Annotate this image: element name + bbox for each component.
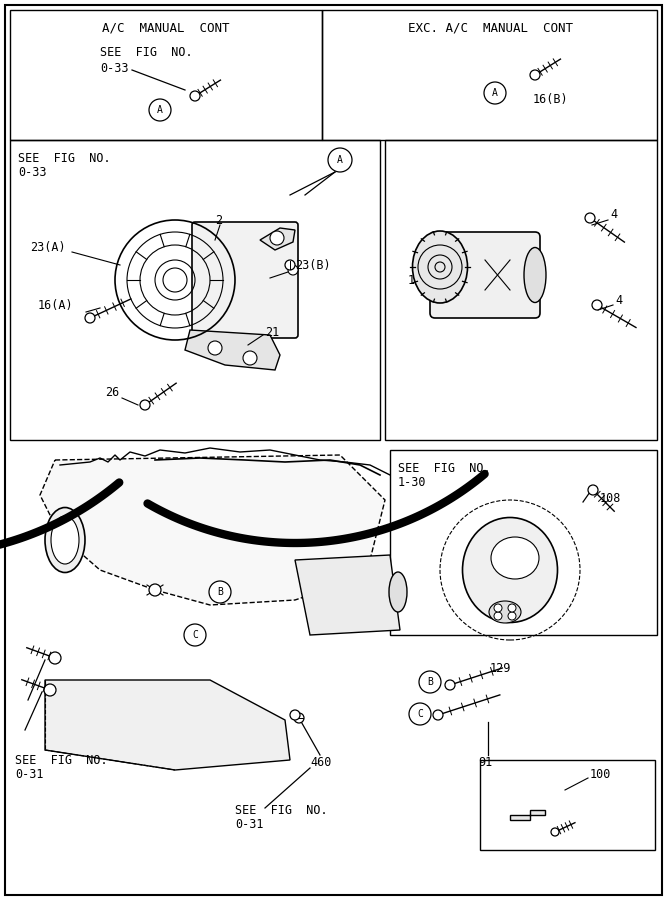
Polygon shape: [40, 455, 385, 605]
Circle shape: [494, 604, 502, 612]
Circle shape: [149, 584, 161, 596]
Circle shape: [419, 671, 441, 693]
Text: 1-30: 1-30: [398, 476, 426, 490]
Circle shape: [508, 612, 516, 620]
Circle shape: [588, 485, 598, 495]
Polygon shape: [45, 680, 290, 770]
Text: SEE  FIG  NO.: SEE FIG NO.: [18, 151, 111, 165]
Circle shape: [190, 91, 200, 101]
Text: 4: 4: [610, 209, 617, 221]
Circle shape: [494, 612, 502, 620]
FancyBboxPatch shape: [192, 222, 298, 338]
Circle shape: [149, 99, 171, 121]
Circle shape: [484, 82, 506, 104]
Bar: [10, 140, 380, 440]
Ellipse shape: [489, 601, 521, 623]
Bar: [390, 450, 657, 635]
Circle shape: [294, 713, 304, 723]
Bar: [10, 10, 322, 140]
Circle shape: [209, 581, 231, 603]
Polygon shape: [295, 555, 400, 635]
Text: EXC. A/C  MANUAL  CONT: EXC. A/C MANUAL CONT: [408, 22, 572, 34]
Circle shape: [409, 703, 431, 725]
Polygon shape: [185, 330, 280, 370]
Circle shape: [208, 341, 222, 355]
Text: 2: 2: [215, 213, 222, 227]
Circle shape: [49, 652, 61, 664]
Text: 23(B): 23(B): [295, 258, 331, 272]
Circle shape: [585, 213, 595, 223]
Ellipse shape: [462, 518, 558, 623]
Circle shape: [592, 300, 602, 310]
Bar: [480, 760, 655, 850]
Text: 129: 129: [490, 662, 512, 674]
Text: SEE  FIG  NO.: SEE FIG NO.: [15, 753, 107, 767]
Text: 26: 26: [105, 386, 119, 400]
Text: A: A: [157, 105, 163, 115]
Text: C: C: [417, 709, 423, 719]
Ellipse shape: [412, 231, 468, 303]
Circle shape: [288, 265, 298, 275]
Text: 108: 108: [600, 491, 622, 505]
Bar: [322, 10, 657, 140]
Text: 0-31: 0-31: [15, 769, 43, 781]
Text: 0-33: 0-33: [18, 166, 47, 179]
Ellipse shape: [491, 537, 539, 579]
Circle shape: [551, 828, 559, 836]
Circle shape: [433, 710, 443, 720]
Ellipse shape: [45, 508, 85, 572]
Text: 4: 4: [615, 293, 622, 307]
Circle shape: [163, 268, 187, 292]
Ellipse shape: [389, 572, 407, 612]
Text: 0-33: 0-33: [100, 61, 129, 75]
Circle shape: [140, 400, 150, 410]
Text: 0-31: 0-31: [235, 818, 263, 832]
Circle shape: [85, 313, 95, 323]
Text: C: C: [192, 630, 198, 640]
Text: A: A: [337, 155, 343, 165]
Text: 91: 91: [478, 755, 492, 769]
Circle shape: [328, 148, 352, 172]
Circle shape: [44, 684, 56, 696]
Circle shape: [508, 604, 516, 612]
Circle shape: [243, 351, 257, 365]
Text: 16(B): 16(B): [533, 94, 569, 106]
Text: 1: 1: [408, 274, 415, 286]
Text: A: A: [492, 88, 498, 98]
Circle shape: [290, 710, 300, 720]
Circle shape: [445, 680, 455, 690]
Circle shape: [184, 624, 206, 646]
Circle shape: [270, 231, 284, 245]
Circle shape: [530, 70, 540, 80]
Text: SEE  FIG  NO.: SEE FIG NO.: [235, 804, 327, 816]
FancyBboxPatch shape: [430, 232, 540, 318]
Bar: [385, 140, 657, 440]
Text: SEE  FIG  NO.: SEE FIG NO.: [100, 46, 193, 58]
Polygon shape: [260, 228, 295, 250]
Polygon shape: [510, 810, 545, 820]
Text: 460: 460: [310, 755, 331, 769]
Text: A/C  MANUAL  CONT: A/C MANUAL CONT: [102, 22, 229, 34]
Ellipse shape: [524, 248, 546, 302]
Text: SEE  FIG  NO.: SEE FIG NO.: [398, 462, 491, 474]
Text: 21: 21: [265, 326, 279, 338]
Text: 100: 100: [590, 769, 612, 781]
Text: 16(A): 16(A): [38, 299, 73, 311]
Text: B: B: [217, 587, 223, 597]
Text: B: B: [427, 677, 433, 687]
Text: 23(A): 23(A): [30, 241, 65, 255]
Circle shape: [285, 260, 295, 270]
Ellipse shape: [51, 516, 79, 564]
